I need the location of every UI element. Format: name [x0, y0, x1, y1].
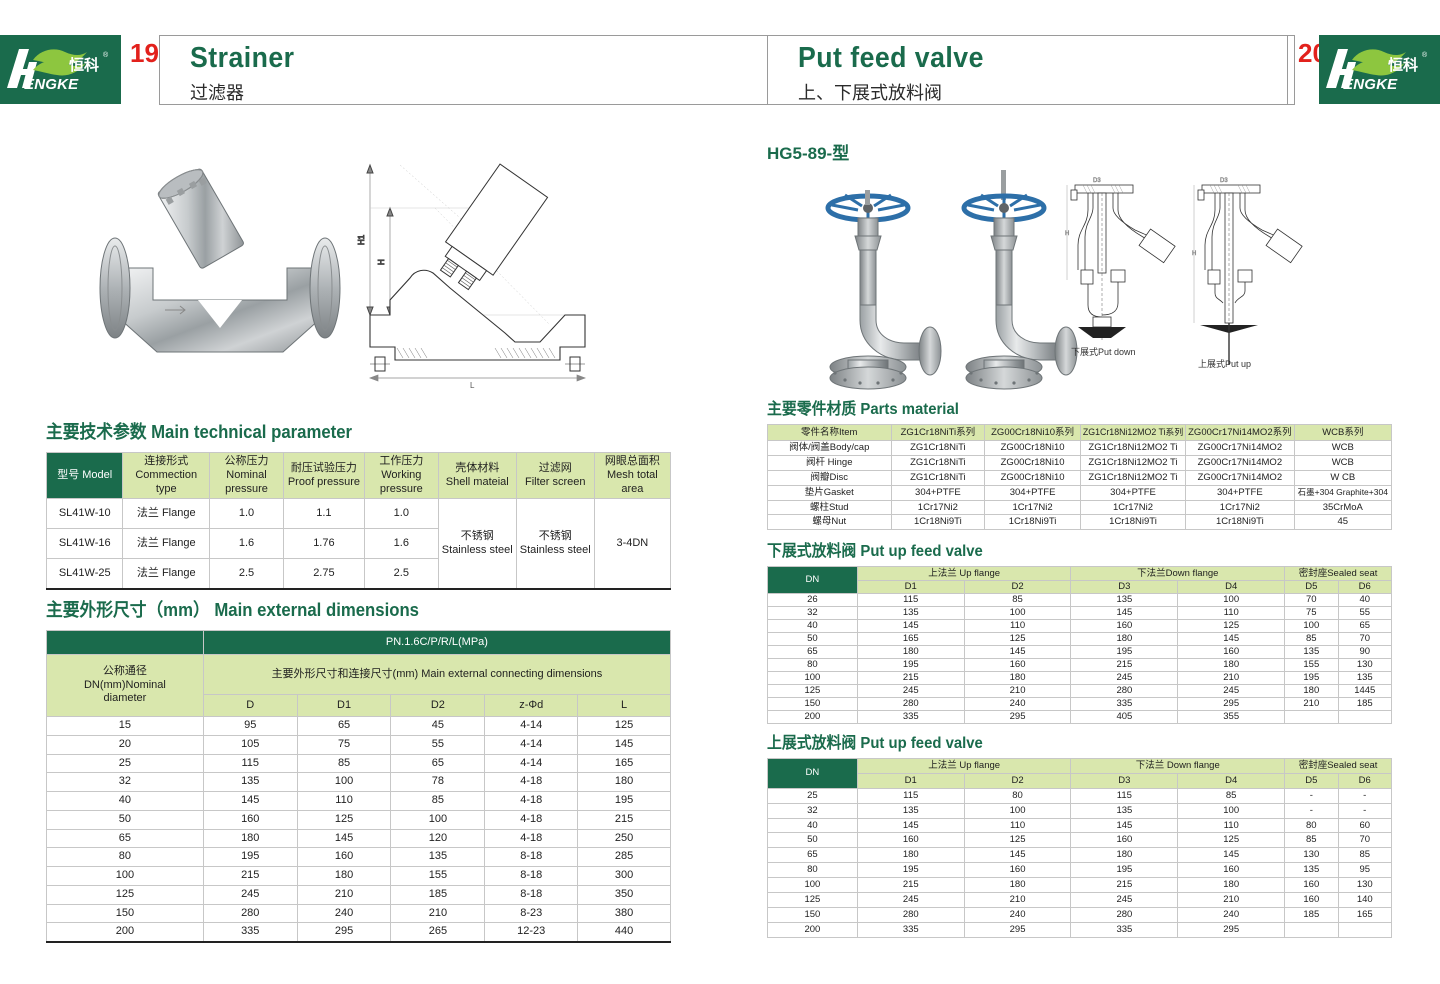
svg-text:D3: D3	[1093, 178, 1101, 184]
svg-text:ENGKE: ENGKE	[24, 76, 79, 93]
svg-text:恒科: 恒科	[1388, 56, 1418, 74]
svg-text:恒科: 恒科	[69, 56, 99, 74]
svg-text:L: L	[470, 381, 475, 390]
svg-text:下展式Put down: 下展式Put down	[1071, 346, 1136, 357]
svg-text:上展式Put up: 上展式Put up	[1198, 358, 1251, 369]
svg-text:H: H	[1192, 251, 1196, 257]
svg-text:ENGKE: ENGKE	[1343, 76, 1398, 93]
svg-text:H1: H1	[357, 234, 366, 245]
svg-text:D3: D3	[1220, 178, 1228, 184]
svg-text:®: ®	[1422, 51, 1428, 59]
svg-text:H: H	[1065, 231, 1069, 237]
svg-text:®: ®	[103, 51, 109, 59]
svg-text:H: H	[377, 259, 386, 265]
